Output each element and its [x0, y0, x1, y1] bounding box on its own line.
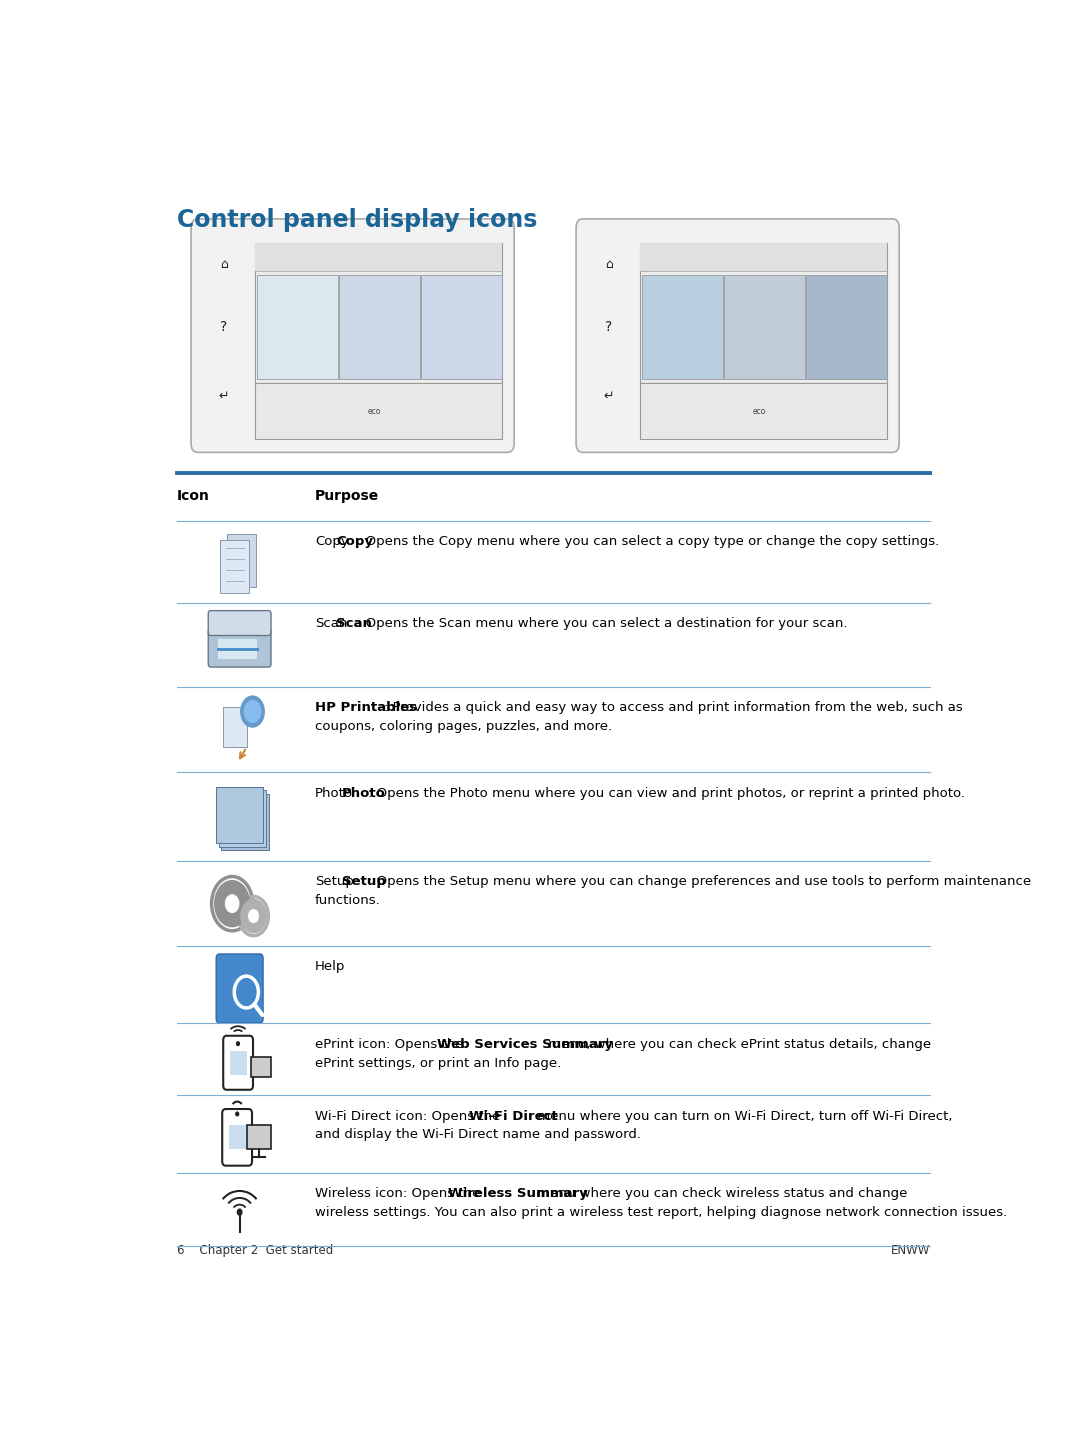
Text: HP Printables: HP Printables [315, 701, 417, 714]
Text: Scan: Scan [336, 618, 373, 631]
Text: ⌂: ⌂ [220, 259, 228, 272]
Circle shape [237, 1042, 240, 1046]
Text: ePrint settings, or print an Info page.: ePrint settings, or print an Info page. [315, 1056, 562, 1069]
Circle shape [241, 696, 265, 727]
Text: ↵: ↵ [604, 389, 615, 402]
Circle shape [235, 1112, 239, 1117]
Text: ENWW: ENWW [891, 1244, 930, 1257]
Text: Wi-Fi Direct icon: Opens the: Wi-Fi Direct icon: Opens the [315, 1109, 504, 1122]
FancyBboxPatch shape [224, 707, 246, 747]
Bar [229, 1125, 245, 1150]
Text: Purpose: Purpose [315, 489, 379, 503]
Text: Scan: Scan [315, 618, 348, 631]
Bar [339, 276, 420, 378]
Text: 6    Chapter 2  Get started: 6 Chapter 2 Get started [177, 1244, 333, 1257]
Text: coupons, coloring pages, puzzles, and more.: coupons, coloring pages, puzzles, and mo… [315, 720, 612, 733]
Bar [725, 276, 806, 378]
Circle shape [248, 910, 258, 923]
Text: Copy: Copy [315, 536, 349, 549]
Text: Photo: Photo [315, 786, 353, 799]
Text: Copy: Copy [336, 536, 374, 549]
Text: Setup: Setup [341, 875, 386, 888]
FancyBboxPatch shape [251, 1058, 271, 1078]
Bar [807, 276, 888, 378]
FancyBboxPatch shape [216, 786, 264, 844]
Text: menu, where you can check ePrint status details, change: menu, where you can check ePrint status … [543, 1038, 931, 1050]
FancyBboxPatch shape [219, 540, 249, 593]
FancyBboxPatch shape [218, 790, 267, 846]
Circle shape [238, 1209, 242, 1216]
FancyBboxPatch shape [208, 629, 271, 667]
Text: menu where you can turn on Wi-Fi Direct, turn off Wi-Fi Direct,: menu where you can turn on Wi-Fi Direct,… [532, 1109, 953, 1122]
Text: Help: Help [315, 960, 346, 973]
Text: : Opens the Copy menu where you can select a copy type or change the copy settin: : Opens the Copy menu where you can sele… [357, 536, 940, 549]
FancyBboxPatch shape [246, 1125, 271, 1150]
Text: Web Services Summary: Web Services Summary [437, 1038, 613, 1050]
FancyBboxPatch shape [191, 218, 514, 453]
Text: wireless settings. You can also print a wireless test report, helping diagnose n: wireless settings. You can also print a … [315, 1206, 1008, 1219]
Text: ePrint icon: Opens the: ePrint icon: Opens the [315, 1038, 468, 1050]
Bar [230, 1050, 246, 1075]
Text: : Provides a quick and easy way to access and print information from the web, su: : Provides a quick and easy way to acces… [384, 701, 963, 714]
Text: functions.: functions. [315, 894, 381, 907]
Bar [218, 639, 257, 658]
Text: : Opens the Photo menu where you can view and print photos, or reprint a printed: : Opens the Photo menu where you can vie… [368, 786, 966, 799]
FancyBboxPatch shape [216, 954, 264, 1023]
Text: Control panel display icons: Control panel display icons [177, 208, 537, 231]
Circle shape [215, 881, 249, 927]
Text: Wireless icon: Opens the: Wireless icon: Opens the [315, 1187, 485, 1200]
FancyBboxPatch shape [216, 786, 264, 844]
Bar [256, 384, 502, 440]
Text: eco: eco [753, 407, 766, 415]
FancyBboxPatch shape [208, 611, 271, 635]
Text: and display the Wi-Fi Direct name and password.: and display the Wi-Fi Direct name and pa… [315, 1128, 640, 1141]
Text: Wireless Summary: Wireless Summary [448, 1187, 588, 1200]
Bar [256, 243, 502, 384]
Text: ?: ? [606, 320, 612, 333]
Circle shape [226, 895, 239, 912]
Text: Wi-Fi Direct: Wi-Fi Direct [469, 1109, 558, 1122]
Bar [257, 276, 338, 378]
Text: eco: eco [367, 407, 380, 415]
Bar [421, 276, 502, 378]
Circle shape [241, 900, 266, 933]
Text: ?: ? [220, 320, 228, 333]
FancyBboxPatch shape [576, 218, 900, 453]
Text: ↵: ↵ [219, 389, 229, 402]
Text: Photo: Photo [341, 786, 386, 799]
FancyBboxPatch shape [222, 1109, 252, 1165]
Text: Icon: Icon [177, 489, 210, 503]
Text: Setup: Setup [315, 875, 354, 888]
Text: menu where you can check wireless status and change: menu where you can check wireless status… [532, 1187, 907, 1200]
Bar [640, 243, 888, 272]
FancyBboxPatch shape [221, 793, 269, 851]
Bar [640, 243, 888, 384]
Bar [256, 243, 502, 272]
Circle shape [244, 701, 260, 723]
FancyBboxPatch shape [227, 535, 256, 586]
Bar [643, 276, 724, 378]
Text: : Opens the Scan menu where you can select a destination for your scan.: : Opens the Scan menu where you can sele… [357, 618, 848, 631]
FancyBboxPatch shape [224, 1036, 253, 1089]
Text: : Opens the Setup menu where you can change preferences and use tools to perform: : Opens the Setup menu where you can cha… [368, 875, 1031, 888]
Text: ⌂: ⌂ [605, 259, 613, 272]
Bar [640, 384, 888, 440]
